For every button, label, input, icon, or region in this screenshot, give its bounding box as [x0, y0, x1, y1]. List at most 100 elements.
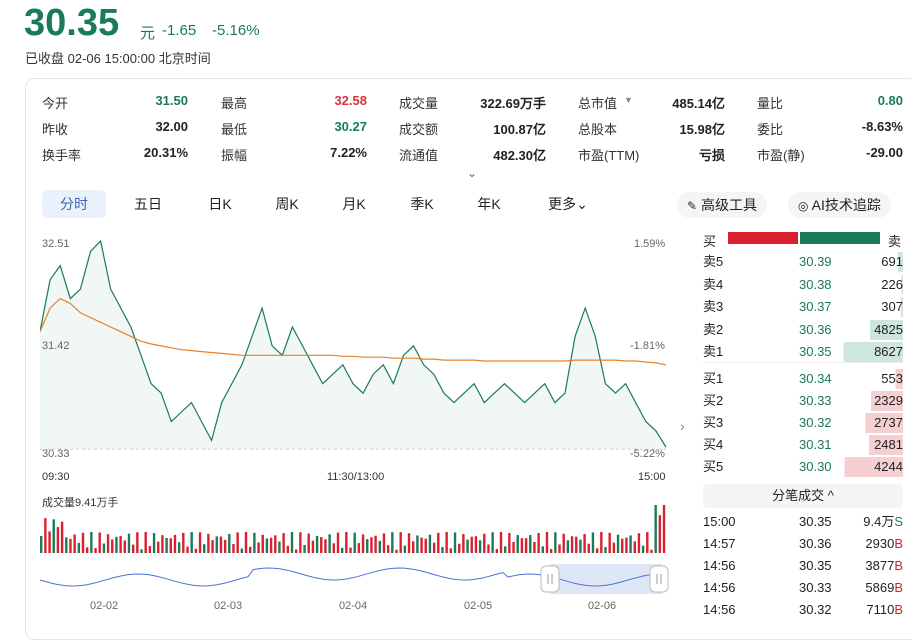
range-handle-left[interactable]: [540, 565, 560, 593]
pct-label-mid: -1.81%: [630, 340, 665, 352]
trade-price: 30.33: [799, 580, 832, 595]
volume-bar: [558, 544, 561, 553]
volume-bar: [157, 541, 160, 553]
range-navigator[interactable]: [40, 562, 670, 598]
volume-bar: [60, 521, 64, 553]
volume-bar: [575, 536, 578, 553]
expand-chevron-icon[interactable]: ⌄: [467, 166, 478, 180]
stat-value: -8.63%: [861, 119, 903, 134]
volume-bar: [470, 536, 473, 553]
buy-ratio-label: 买: [703, 234, 717, 249]
range-handle-right[interactable]: [649, 565, 669, 593]
stat-value: 31.50: [155, 93, 188, 108]
volume-bar: [453, 532, 457, 553]
volume-bar: [215, 536, 218, 553]
x-label-start: 09:30: [42, 471, 70, 483]
tab-yearly-k[interactable]: 年K: [477, 196, 501, 212]
volume-bar: [211, 540, 214, 553]
volume-bar: [282, 533, 285, 553]
volume-bar: [491, 532, 494, 553]
chevron-right-icon[interactable]: ›: [680, 418, 685, 434]
volume-bar: [340, 547, 344, 553]
caret-down-icon[interactable]: ▼: [624, 95, 633, 105]
bid-row[interactable]: 买3 30.32 2737: [703, 413, 903, 433]
ask-row[interactable]: 卖5 30.39 691: [703, 252, 903, 272]
volume-bar: [102, 543, 106, 553]
bid-row[interactable]: 买1 30.34 553: [703, 369, 903, 389]
level-volume: 691: [841, 252, 903, 272]
intraday-chart[interactable]: [40, 235, 670, 465]
volume-bar: [378, 540, 381, 553]
ask-row[interactable]: 卖2 30.36 4825: [703, 319, 903, 340]
stat-value: 32.58: [334, 93, 367, 108]
volume-bar: [562, 533, 565, 553]
volume-bar: [307, 533, 310, 553]
volume-bar: [428, 534, 432, 553]
level-label: 买4: [703, 437, 724, 452]
level-volume: 4244: [841, 457, 903, 477]
volume-bar: [520, 538, 524, 553]
volume-bar: [512, 541, 515, 553]
tab-intraday[interactable]: 分时: [42, 190, 106, 218]
ai-tracking-button[interactable]: ◎ AI技术追踪: [788, 192, 891, 218]
mini-x-label: 02-04: [339, 600, 368, 612]
level-label: 卖2: [703, 321, 724, 337]
volume-bar: [240, 548, 244, 553]
chevron-up-icon: ^: [827, 488, 834, 503]
volume-bar: [641, 545, 645, 553]
volume-bar: [144, 532, 147, 553]
volume-bar: [182, 532, 185, 553]
level-volume: 2329: [841, 391, 903, 411]
tab-weekly-k[interactable]: 周K: [275, 196, 299, 212]
price-change: -1.65: [162, 22, 197, 39]
tab-daily-k[interactable]: 日K: [208, 196, 232, 212]
volume-bar: [533, 541, 536, 553]
volume-bar: [483, 533, 486, 553]
buy-ratio-bar: [728, 232, 798, 244]
trades-toggle[interactable]: 分笔成交 ^: [703, 484, 903, 508]
tab-monthly-k[interactable]: 月K: [342, 196, 366, 212]
bid-row[interactable]: 买2 30.33 2329: [703, 391, 903, 411]
tab-more[interactable]: 更多⌄: [540, 190, 596, 218]
price-line: [40, 239, 667, 448]
ask-row[interactable]: 卖4 30.38 226: [703, 274, 903, 295]
volume-bar: [600, 532, 603, 553]
stat-label: 最高: [221, 96, 248, 111]
ask-row[interactable]: 卖1 30.35 8627: [703, 342, 903, 362]
volume-bar: [361, 534, 365, 553]
level-label: 卖1: [703, 344, 724, 359]
volume-bar: [495, 549, 499, 553]
stat-label: 总市值: [578, 96, 618, 111]
level-volume: 553: [841, 369, 903, 389]
stat-label: 市盈(TTM): [578, 148, 640, 163]
volume-bar: [466, 539, 469, 553]
volume-bar: [374, 535, 377, 553]
stat-label: 委比: [757, 122, 784, 137]
advanced-tools-button[interactable]: ✎ 高级工具: [677, 192, 767, 218]
ai-tracking-label: AI技术追踪: [811, 197, 881, 213]
ask-row[interactable]: 卖3 30.37 307: [703, 297, 903, 317]
volume-bar: [56, 527, 60, 553]
volume-bar: [173, 534, 177, 553]
trade-row: 14:56 30.33 5869B: [703, 578, 903, 598]
bid-row[interactable]: 买5 30.30 4244: [703, 457, 903, 477]
tab-quarterly-k[interactable]: 季K: [410, 196, 434, 212]
stat-value: 30.27: [334, 119, 367, 134]
volume-bar: [177, 542, 181, 553]
volume-bar: [203, 544, 206, 553]
volume-bar: [583, 534, 586, 553]
stat-value: 322.69万手: [480, 96, 546, 111]
volume-bar: [48, 531, 51, 553]
volume-bar: [290, 532, 294, 553]
volume-chart: [40, 505, 666, 553]
level-volume: 2737: [841, 413, 903, 433]
volume-bar: [391, 532, 394, 553]
volume-bar: [223, 539, 227, 553]
bid-row[interactable]: 买4 30.31 2481: [703, 435, 903, 455]
tab-five-day[interactable]: 五日: [134, 196, 162, 212]
volume-bar: [345, 532, 348, 553]
sell-ratio-label: 卖: [888, 234, 902, 249]
trade-time: 14:56: [703, 580, 736, 595]
volume-bar: [570, 536, 574, 553]
stat-label: 最低: [221, 122, 248, 137]
